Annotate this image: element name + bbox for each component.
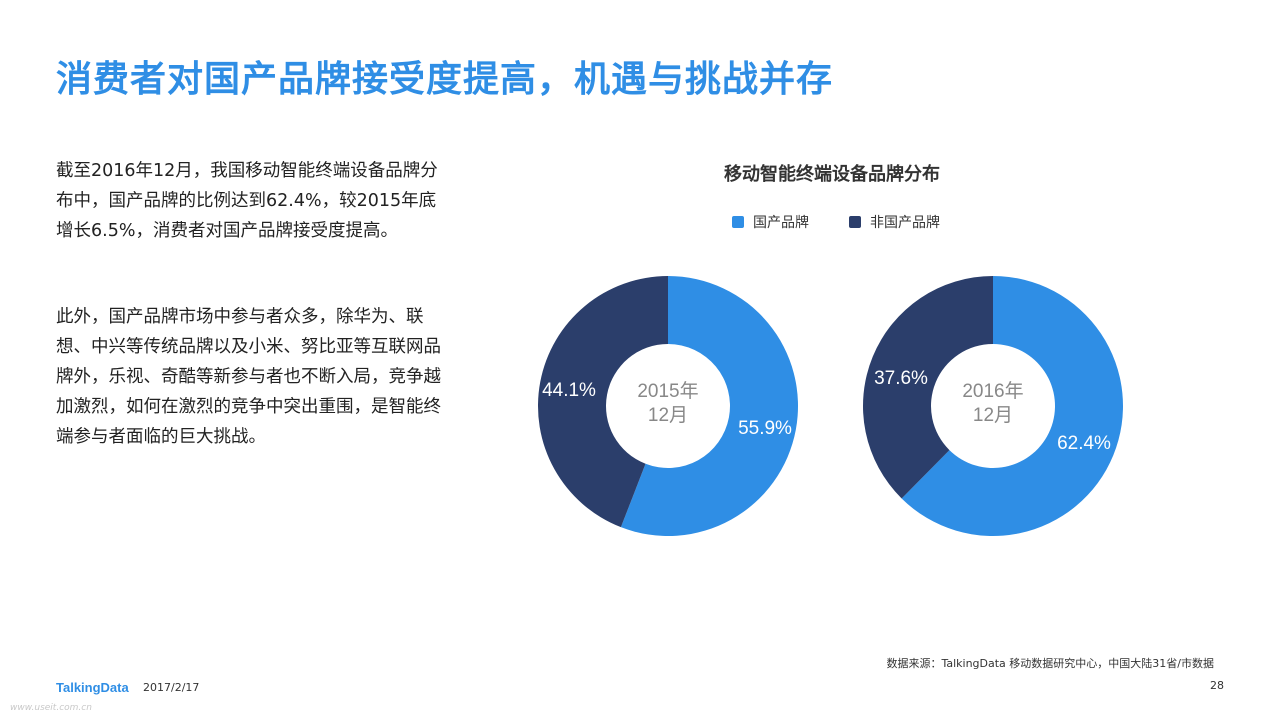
legend-item-domestic: 国产品牌 <box>732 212 809 232</box>
legend-item-non-domestic: 非国产品牌 <box>849 212 940 232</box>
data-source-note: 数据来源：TalkingData 移动数据研究中心，中国大陆31省/市数据 <box>886 657 1214 670</box>
data-label-2016-domestic: 62.4% <box>1057 433 1111 454</box>
donut-slice-2015-domestic <box>620 276 798 536</box>
donut-chart-2016: 62.4% 37.6% 2016年 12月 <box>862 276 1123 536</box>
page-number: 28 <box>1210 679 1224 692</box>
center-label-2015-year: 2015年 <box>637 380 698 402</box>
center-label-2016-month: 12月 <box>973 405 1013 426</box>
watermark: www.useit.com.cn <box>10 703 92 713</box>
body-paragraph-2: 此外，国产品牌市场中参与者众多，除华为、联想、中兴等传统品牌以及小米、努比亚等互… <box>56 307 441 447</box>
donut-slice-2015-non-domestic <box>537 276 668 528</box>
slide-title: 消费者对国产品牌接受度提高，机遇与挑战并存 <box>56 59 834 100</box>
center-label-2016-year: 2016年 <box>962 380 1023 402</box>
legend-swatch-domestic <box>732 216 744 228</box>
data-label-2015-non-domestic: 44.1% <box>542 380 596 401</box>
chart-title: 移动智能终端设备品牌分布 <box>724 164 940 185</box>
donut-slice-2016-domestic <box>901 276 1123 536</box>
legend-label-domestic: 国产品牌 <box>753 215 809 231</box>
legend-swatch-non-domestic <box>849 216 861 228</box>
legend-label-non-domestic: 非国产品牌 <box>870 215 940 231</box>
donut-chart-2015: 55.9% 44.1% 2015年 12月 <box>537 276 798 536</box>
slide-date: 2017/2/17 <box>143 681 200 694</box>
donut-slice-2016-non-domestic <box>862 276 993 499</box>
center-label-2015-month: 12月 <box>648 405 688 426</box>
body-paragraph-1: 截至2016年12月，我国移动智能终端设备品牌分布中，国产品牌的比例达到62.4… <box>56 161 438 241</box>
talkingdata-logo: TalkingData <box>56 680 129 695</box>
data-label-2016-non-domestic: 37.6% <box>874 368 928 389</box>
data-label-2015-domestic: 55.9% <box>738 418 792 439</box>
